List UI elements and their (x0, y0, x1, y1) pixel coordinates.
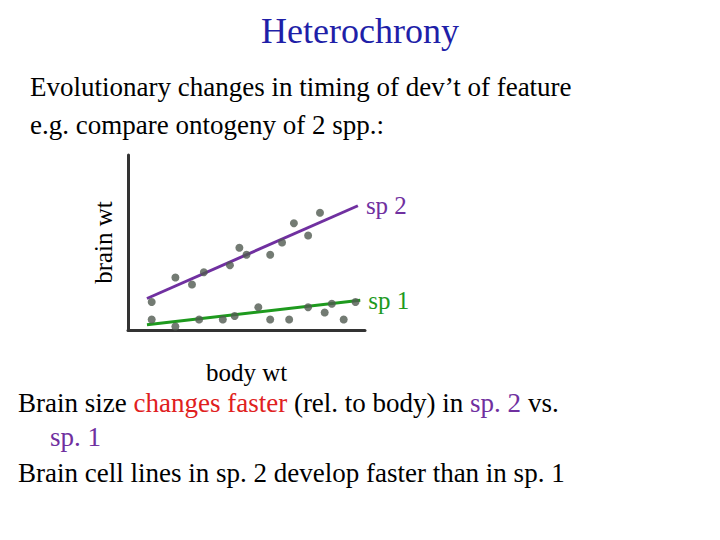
svg-text:body wt: body wt (206, 359, 287, 386)
html-text:Brain cell lines in sp. 2 deve: Brain cell lines in sp. 2 develop faster… (18, 458, 565, 488)
html-text:e.g. compare ontogeny of 2 spp: e.g. compare ontogeny of 2 spp.: (30, 110, 384, 140)
svg-text:sp 2: sp 2 (366, 192, 407, 219)
svg-text:sp 1: sp 1 (368, 287, 409, 314)
html-text:sp. 1: sp. 1 (50, 422, 101, 452)
svg-text:brain wt: brain wt (90, 201, 117, 284)
html-text:Heterochrony: Heterochrony (261, 11, 459, 51)
html-text:Evolutionary changes in timing: Evolutionary changes in timing of dev’t … (30, 72, 572, 102)
html-text:Brain size changes faster (rel: Brain size changes faster (rel. to body)… (18, 388, 559, 418)
